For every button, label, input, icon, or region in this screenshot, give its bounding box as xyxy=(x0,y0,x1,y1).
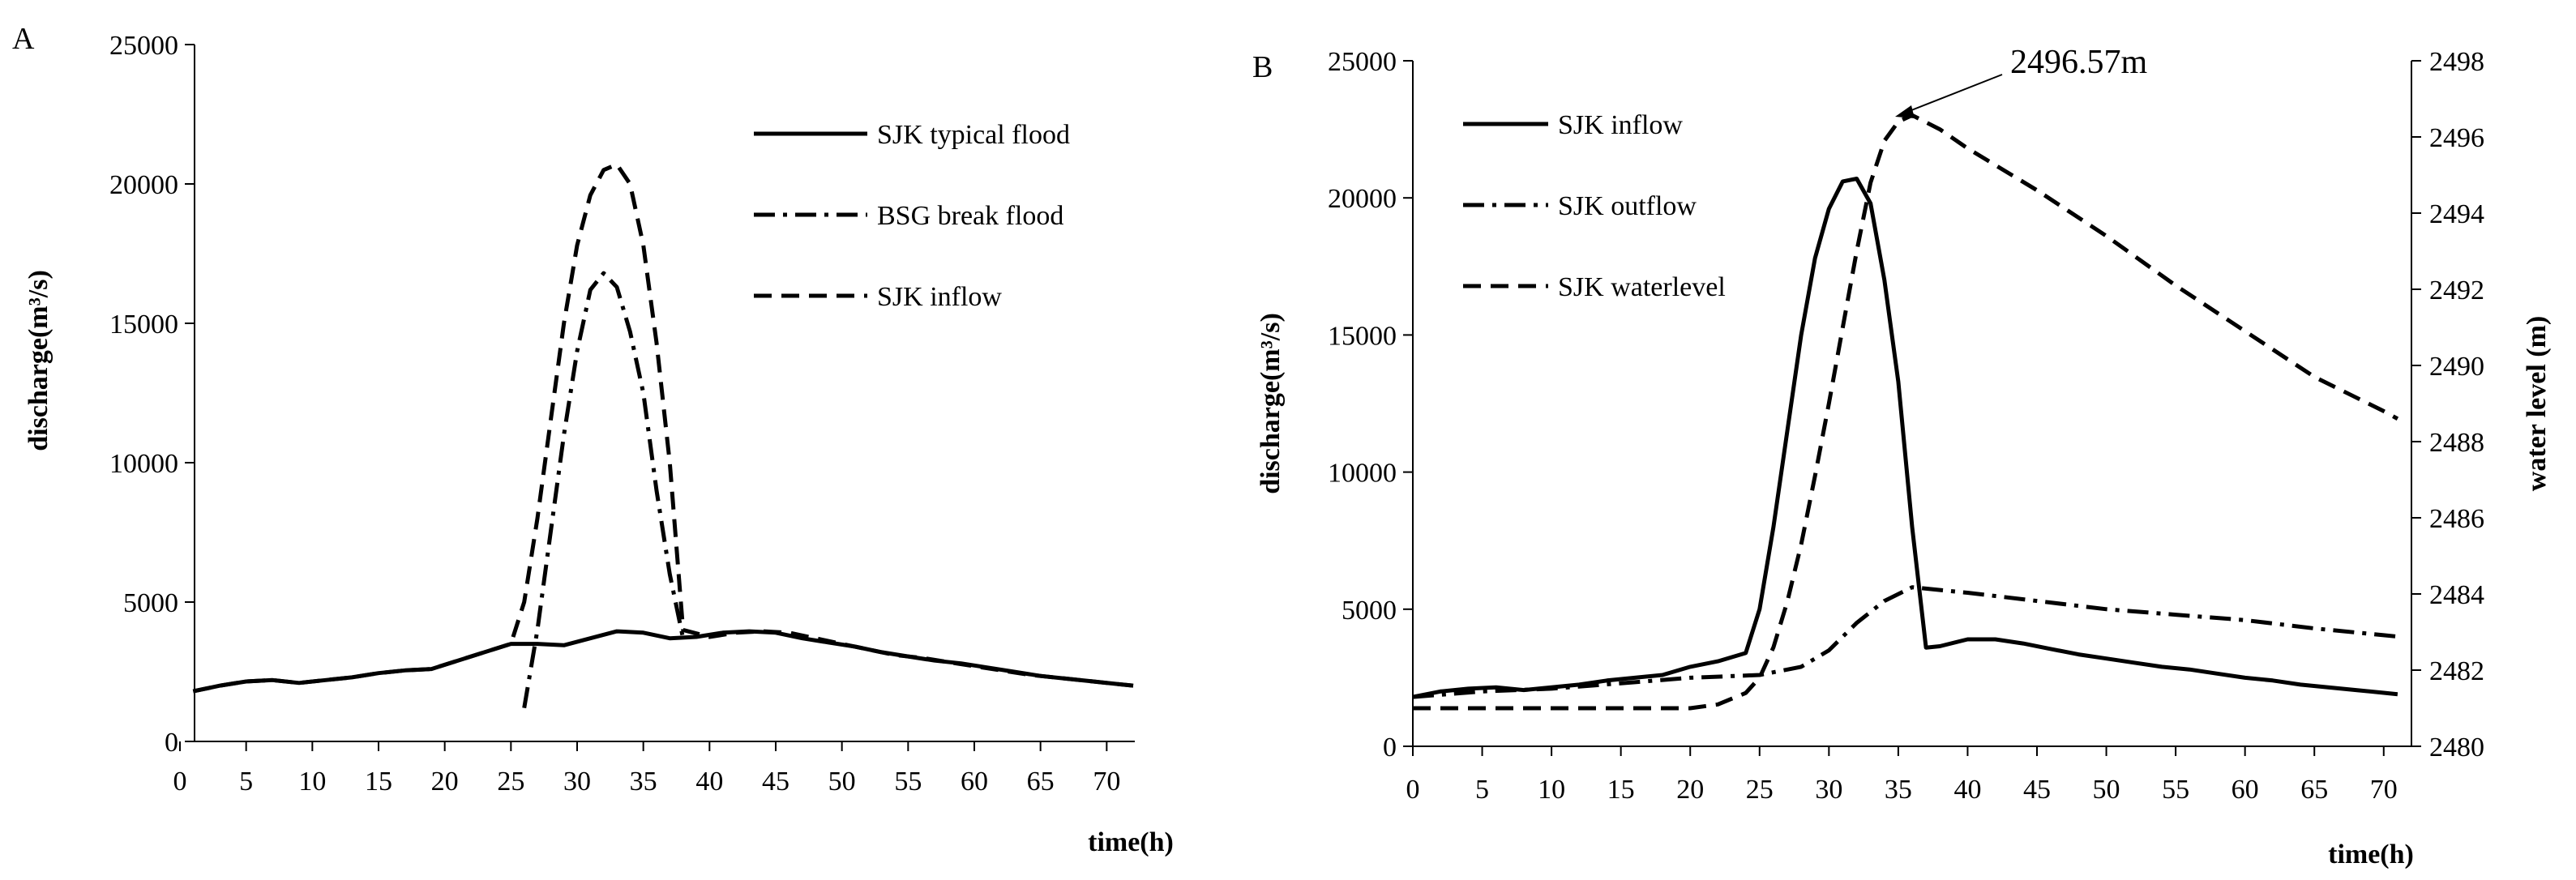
x-tick-label: 0 xyxy=(1406,775,1420,805)
x-tick-label: 25 xyxy=(1746,775,1774,805)
y-tick-label: 15000 xyxy=(1328,321,1397,351)
x-tick-label: 50 xyxy=(828,767,856,797)
y-axis-title-right-b: water level (m) xyxy=(2522,316,2552,491)
series-line-sjk-inflow xyxy=(192,162,1134,694)
x-tick-label: 10 xyxy=(1538,775,1565,805)
x-tick-label: 15 xyxy=(1607,775,1635,805)
y-tick-label: 20000 xyxy=(109,170,178,200)
y-tick-label: 0 xyxy=(165,728,178,758)
y-tick-label: 5000 xyxy=(1341,596,1397,626)
x-tick-label: 30 xyxy=(563,767,591,797)
chart-panel-a: A discharge(m³/s) time(h) 0 5 10 15 20 25 30 35… xyxy=(12,22,1174,857)
x-tick-label: 60 xyxy=(2232,775,2259,805)
series-line-bsg-break-flood xyxy=(522,271,686,709)
y-right-tick-label: 2480 xyxy=(2429,733,2484,763)
x-tick-label: 35 xyxy=(630,767,657,797)
annotation-arrowhead xyxy=(1895,105,1915,118)
legend-label: SJK typical flood xyxy=(877,120,1070,150)
legend-label: SJK inflow xyxy=(1558,110,1683,140)
legend-label: SJK waterlevel xyxy=(1558,272,1726,302)
y-right-tick-label: 2498 xyxy=(2429,47,2484,77)
x-axis-title-b: time(h) xyxy=(2328,839,2414,869)
y-tick-label: 15000 xyxy=(109,310,178,340)
x-tick-label: 10 xyxy=(298,767,326,797)
y-right-tick-label: 2486 xyxy=(2429,504,2484,534)
x-axis-title-a: time(h) xyxy=(1088,827,1174,857)
x-tick-label: 55 xyxy=(894,767,922,797)
series-line-sjk-outflow xyxy=(1412,585,2398,699)
x-tick-label: 30 xyxy=(1815,775,1842,805)
annotation-label: 2496.57m xyxy=(2010,44,2148,81)
x-tick-label: 20 xyxy=(431,767,459,797)
x-tick-label: 15 xyxy=(365,767,392,797)
annotation-arrow-line xyxy=(1902,74,2003,114)
x-tick-label: 40 xyxy=(695,767,723,797)
x-tick-label: 45 xyxy=(762,767,789,797)
panel-label-a: A xyxy=(12,22,35,56)
x-tick-label: 45 xyxy=(2023,775,2051,805)
x-tick-label: 55 xyxy=(2162,775,2189,805)
series-line-sjk-inflow xyxy=(1412,177,2398,699)
panel-label-b: B xyxy=(1252,50,1273,84)
x-tick-label: 5 xyxy=(239,767,253,797)
y-tick-label: 25000 xyxy=(109,31,178,61)
legend-label: SJK inflow xyxy=(877,282,1002,312)
series-line-sjk-typical-flood xyxy=(192,629,1134,694)
y-tick-label: 20000 xyxy=(1328,184,1397,214)
x-tick-label: 25 xyxy=(497,767,524,797)
x-tick-label: 70 xyxy=(2370,775,2398,805)
x-tick-label: 65 xyxy=(1027,767,1055,797)
y-right-tick-label: 2482 xyxy=(2429,656,2484,686)
y-tick-label: 5000 xyxy=(123,588,178,618)
x-tick-label: 70 xyxy=(1093,767,1120,797)
x-tick-label: 20 xyxy=(1676,775,1704,805)
y-tick-label: 25000 xyxy=(1328,47,1397,77)
x-tick-label: 40 xyxy=(1953,775,1981,805)
y-axis-title-b: discharge(m³/s) xyxy=(1256,313,1286,494)
legend-label: SJK outflow xyxy=(1558,191,1697,221)
x-tick-label: 50 xyxy=(2093,775,2120,805)
legend-label: BSG break flood xyxy=(877,201,1063,231)
x-tick-label: 5 xyxy=(1475,775,1489,805)
y-right-tick-label: 2488 xyxy=(2429,428,2484,458)
series-line-sjk-waterlevel xyxy=(1413,113,2399,711)
y-right-tick-label: 2492 xyxy=(2429,276,2484,305)
y-right-tick-label: 2484 xyxy=(2429,580,2484,610)
x-tick-label: 60 xyxy=(961,767,988,797)
y-right-tick-label: 2496 xyxy=(2429,123,2484,153)
y-tick-label: 10000 xyxy=(109,449,178,479)
y-right-tick-label: 2490 xyxy=(2429,352,2484,382)
x-tick-label: 65 xyxy=(2300,775,2328,805)
y-tick-label: 0 xyxy=(1383,733,1397,763)
chart-panel-b: B discharge(m³/s) water level (m) time(h… xyxy=(1252,44,2552,869)
x-tick-label: 35 xyxy=(1885,775,1912,805)
y-tick-label: 10000 xyxy=(1328,459,1397,489)
x-tick-label: 0 xyxy=(173,767,187,797)
y-right-tick-label: 2494 xyxy=(2429,199,2484,229)
y-axis-title-a: discharge(m³/s) xyxy=(24,270,53,451)
